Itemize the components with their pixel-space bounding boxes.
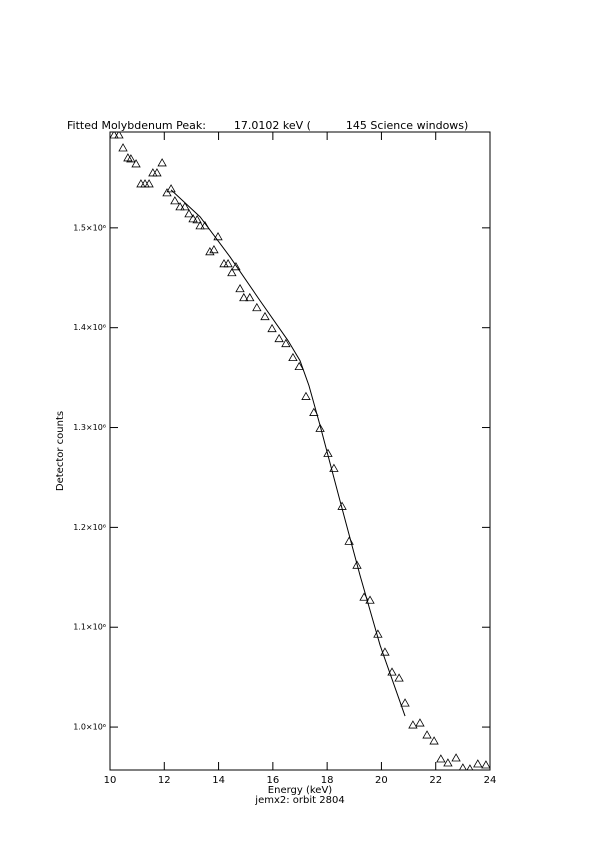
- data-point: [466, 764, 474, 770]
- data-point: [443, 758, 453, 767]
- data-point: [209, 245, 219, 254]
- fit-line: [170, 189, 406, 717]
- data-point: [274, 333, 284, 343]
- data-point: [195, 221, 205, 230]
- data-point: [227, 267, 237, 277]
- data-point: [192, 215, 202, 224]
- y-tick-label: 1.0×10⁶: [73, 723, 106, 732]
- data-point: [422, 730, 432, 739]
- data-point: [184, 209, 194, 218]
- data-point: [365, 595, 375, 604]
- y-tick-label: 1.4×10⁶: [73, 323, 106, 332]
- x-tick-label: 16: [266, 775, 279, 786]
- data-point: [152, 168, 162, 177]
- y-tick-label: 1.5×10⁶: [73, 223, 106, 232]
- x-tick-label: 22: [429, 775, 442, 786]
- data-point: [126, 154, 136, 163]
- x-tick-label: 18: [321, 775, 334, 786]
- data-point: [118, 143, 128, 152]
- data-point: [223, 258, 233, 268]
- data-point: [175, 202, 185, 211]
- data-point: [131, 159, 141, 168]
- data-point: [144, 179, 154, 188]
- data-point: [329, 463, 339, 472]
- data-point: [166, 184, 176, 193]
- data-point: [170, 196, 180, 205]
- data-point: [110, 132, 119, 139]
- y-tick-label: 1.2×10⁶: [73, 523, 106, 532]
- x-tick-label: 12: [158, 775, 171, 786]
- data-point: [436, 754, 446, 763]
- data-point: [188, 214, 198, 223]
- y-axis-label: Detector counts: [55, 411, 66, 491]
- data-point: [288, 352, 298, 362]
- data-point: [429, 736, 439, 745]
- data-point: [387, 667, 397, 676]
- data-point: [157, 158, 167, 167]
- data-point: [473, 759, 483, 768]
- data-point: [252, 302, 262, 312]
- data-point: [408, 720, 418, 729]
- data-point: [281, 338, 291, 348]
- data-point: [415, 718, 425, 727]
- data-point: [213, 232, 223, 241]
- data-point: [205, 247, 215, 256]
- data-point: [352, 560, 362, 569]
- data-point: [235, 283, 245, 293]
- y-tick-label: 1.3×10⁶: [73, 423, 106, 432]
- y-tick-label: 1.1×10⁶: [73, 623, 106, 632]
- data-point: [245, 292, 255, 302]
- x-axis-label: Energy (keV): [268, 785, 333, 796]
- data-point: [162, 188, 172, 197]
- data-point: [458, 763, 467, 770]
- data-point: [394, 673, 404, 682]
- x-tick-label: 14: [212, 775, 225, 786]
- chart-title: Fitted Molybdenum Peak: 17.0102 keV ( 14…: [67, 119, 468, 132]
- data-point: [451, 753, 461, 762]
- data-point: [380, 647, 390, 656]
- data-point: [301, 391, 311, 400]
- x-tick-label: 20: [375, 775, 388, 786]
- data-point: [481, 760, 490, 769]
- subtitle: jemx2: orbit 2804: [254, 795, 344, 806]
- data-point: [315, 423, 325, 432]
- data-point: [400, 698, 410, 707]
- data-point: [267, 323, 277, 333]
- data-point: [114, 132, 124, 139]
- plot-frame: [109, 131, 491, 771]
- x-tick-label: 10: [104, 775, 117, 786]
- data-point: [180, 202, 190, 211]
- data-point: [294, 361, 304, 371]
- x-tick-label: 24: [484, 775, 497, 786]
- data-point: [239, 292, 249, 302]
- data-point: [231, 261, 241, 271]
- data-point: [260, 311, 270, 321]
